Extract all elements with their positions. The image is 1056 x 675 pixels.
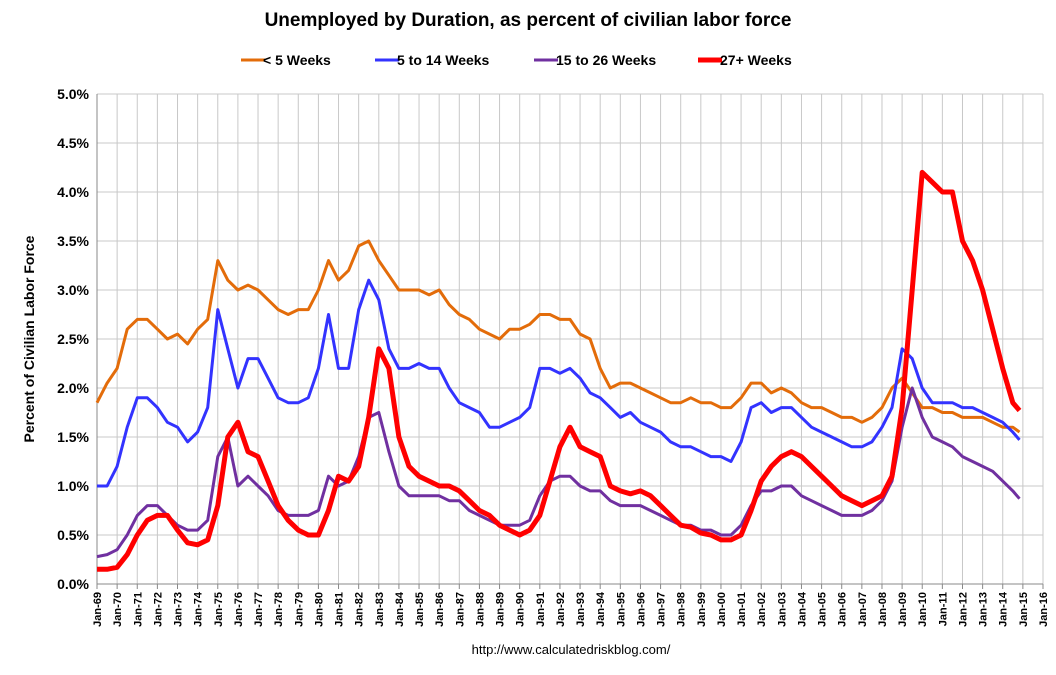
y-tick-label: 0.0% xyxy=(57,576,89,592)
y-tick-label: 3.0% xyxy=(57,282,89,298)
x-tick-label: Jan-04 xyxy=(796,591,808,627)
x-tick-label: Jan-97 xyxy=(656,592,668,627)
x-tick-label: Jan-87 xyxy=(454,592,466,627)
y-tick-label: 1.5% xyxy=(57,429,89,445)
y-tick-label: 2.0% xyxy=(57,380,89,396)
x-tick-label: Jan-09 xyxy=(897,592,909,627)
legend-label: < 5 Weeks xyxy=(263,52,331,68)
x-tick-label: Jan-99 xyxy=(696,592,708,627)
x-tick-label: Jan-84 xyxy=(394,591,406,627)
x-tick-label: Jan-95 xyxy=(615,592,627,627)
y-tick-label: 1.0% xyxy=(57,478,89,494)
x-tick-label: Jan-15 xyxy=(1018,592,1030,627)
x-tick-label: Jan-73 xyxy=(173,592,185,627)
chart-title: Unemployed by Duration, as percent of ci… xyxy=(265,10,792,31)
x-tick-label: Jan-10 xyxy=(917,592,929,627)
series-line xyxy=(97,169,1022,572)
x-tick-label: Jan-86 xyxy=(434,592,446,627)
x-tick-label: Jan-00 xyxy=(716,592,728,627)
legend-label: 15 to 26 Weeks xyxy=(556,52,656,68)
series-line xyxy=(96,386,1021,559)
series-line xyxy=(95,239,1021,434)
x-tick-label: Jan-96 xyxy=(635,592,647,627)
x-tick-label: Jan-78 xyxy=(273,592,285,627)
x-tick-label: Jan-08 xyxy=(877,592,889,627)
x-tick-label: Jan-77 xyxy=(253,592,265,627)
x-tick-label: Jan-79 xyxy=(293,592,305,627)
x-tick-label: Jan-80 xyxy=(313,592,325,627)
y-tick-label: 0.5% xyxy=(57,527,89,543)
legend-label: 5 to 14 Weeks xyxy=(397,52,490,68)
x-tick-label: Jan-89 xyxy=(495,592,507,627)
x-tick-label: Jan-70 xyxy=(112,592,124,627)
source: http://www.calculatedriskblog.com/ xyxy=(472,642,671,657)
x-tick-label: Jan-03 xyxy=(776,592,788,627)
x-tick-label: Jan-06 xyxy=(837,592,849,627)
x-tick-label: Jan-14 xyxy=(998,591,1010,627)
x-tick-label: Jan-13 xyxy=(978,592,990,627)
x-tick-label: Jan-85 xyxy=(414,592,426,627)
x-tick-label: Jan-93 xyxy=(575,592,587,627)
x-tick-label: Jan-94 xyxy=(595,591,607,627)
x-tick-label: Jan-81 xyxy=(334,592,346,627)
y-tick-label: 4.5% xyxy=(57,135,89,151)
series-line xyxy=(97,278,1021,488)
x-tick-label: Jan-69 xyxy=(92,592,104,627)
x-tick-label: Jan-07 xyxy=(857,592,869,627)
legend-label: 27+ Weeks xyxy=(720,52,792,68)
x-tick-label: Jan-71 xyxy=(132,592,144,627)
x-tick-label: Jan-75 xyxy=(213,592,225,627)
y-tick-label: 3.5% xyxy=(57,233,89,249)
x-tick-label: Jan-83 xyxy=(374,592,386,627)
y-axis-label: Percent of Civilian Labor Force xyxy=(21,235,37,442)
x-tick-label: Jan-88 xyxy=(474,592,486,627)
x-tick-label: Jan-16 xyxy=(1038,592,1050,627)
x-tick-label: Jan-12 xyxy=(957,592,969,627)
x-tick-label: Jan-72 xyxy=(152,592,164,627)
x-tick-label: Jan-82 xyxy=(354,592,366,627)
x-tick-label: Jan-01 xyxy=(736,592,748,627)
x-tick-label: Jan-02 xyxy=(756,592,768,627)
x-tick-label: Jan-92 xyxy=(555,592,567,627)
x-tick-label: Jan-05 xyxy=(817,592,829,627)
x-tick-label: Jan-98 xyxy=(676,592,688,627)
x-tick-label: Jan-90 xyxy=(515,592,527,627)
y-tick-label: 5.0% xyxy=(57,86,89,102)
y-tick-label: 2.5% xyxy=(57,331,89,347)
x-tick-label: Jan-91 xyxy=(535,592,547,627)
x-tick-label: Jan-11 xyxy=(937,592,949,626)
y-tick-label: 4.0% xyxy=(57,184,89,200)
x-tick-label: Jan-74 xyxy=(193,591,205,627)
x-tick-label: Jan-76 xyxy=(233,592,245,627)
